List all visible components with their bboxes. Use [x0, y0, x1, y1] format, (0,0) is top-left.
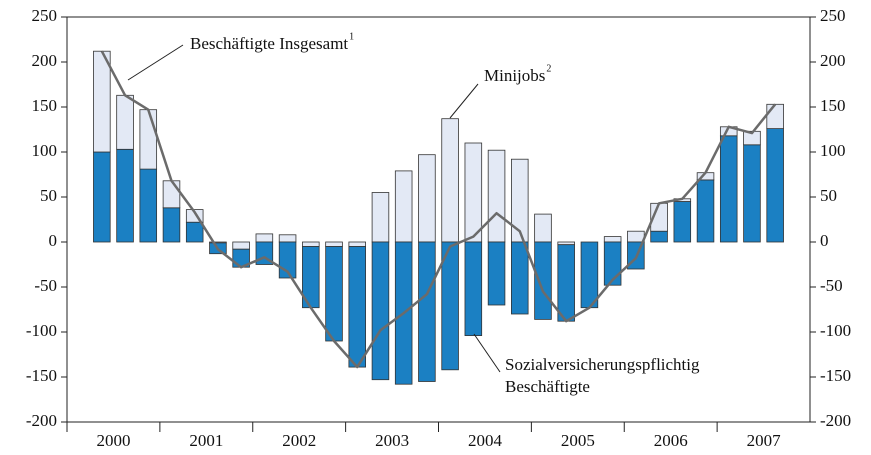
bar — [534, 241, 552, 320]
y2-tick-label: 100 — [820, 141, 846, 160]
bar — [650, 230, 668, 243]
y-tick-label: 250 — [32, 6, 58, 25]
bar — [348, 246, 366, 368]
leader-line — [473, 333, 501, 373]
y-tick-label: 0 — [49, 231, 58, 250]
bar — [418, 241, 436, 382]
bar — [743, 144, 761, 243]
total-line — [100, 50, 777, 369]
y-tick-label: 100 — [32, 141, 58, 160]
bar — [580, 241, 599, 309]
y-tick-label: 150 — [32, 96, 58, 115]
bar — [371, 192, 390, 243]
bar — [719, 135, 738, 243]
annotation: Beschäftigte — [505, 377, 590, 396]
bar — [255, 233, 274, 243]
annotation-sup: 2 — [546, 63, 551, 74]
leader-line — [449, 83, 479, 119]
bar — [441, 241, 459, 371]
y-tick-label: 200 — [32, 51, 58, 70]
bar — [348, 241, 366, 247]
bar — [534, 213, 552, 243]
bar — [302, 241, 320, 247]
bar — [325, 246, 343, 342]
bar — [278, 234, 297, 243]
bar — [441, 118, 459, 243]
y-tick-label: -100 — [26, 321, 57, 340]
bar — [418, 154, 436, 243]
x-tick-label: 2005 — [561, 431, 595, 450]
bar — [93, 50, 111, 153]
bar — [766, 128, 784, 243]
bar — [116, 94, 134, 150]
bar — [394, 170, 413, 243]
x-tick-label: 2007 — [747, 431, 782, 450]
bar — [603, 236, 622, 243]
bar — [93, 151, 111, 243]
bar — [627, 230, 645, 243]
bar — [185, 221, 204, 243]
x-tick-label: 2003 — [375, 431, 409, 450]
bar — [511, 158, 529, 243]
annotation: Beschäftigte Insgesamt — [190, 34, 348, 53]
bar — [464, 241, 483, 336]
annotation: Minijobs — [484, 66, 545, 85]
bar — [139, 168, 158, 243]
bar — [371, 241, 390, 381]
y-tick-label: -50 — [34, 276, 57, 295]
bar — [139, 109, 158, 170]
bar — [696, 179, 715, 243]
bar — [557, 241, 575, 246]
y2-tick-label: 250 — [820, 6, 846, 25]
bar — [232, 241, 250, 250]
bar — [673, 201, 692, 243]
y2-tick-label: -150 — [820, 366, 851, 385]
y2-tick-label: 0 — [820, 231, 829, 250]
y2-tick-label: 150 — [820, 96, 846, 115]
y2-tick-label: -200 — [820, 411, 851, 430]
y-tick-label: -150 — [26, 366, 57, 385]
bar — [325, 241, 343, 247]
bar — [162, 180, 181, 209]
x-tick-label: 2000 — [96, 431, 130, 450]
x-tick-label: 2004 — [468, 431, 503, 450]
y-tick-label: -200 — [26, 411, 57, 430]
y2-tick-label: 200 — [820, 51, 846, 70]
bar — [116, 148, 134, 243]
y2-tick-label: -100 — [820, 321, 851, 340]
bar — [487, 149, 506, 243]
x-tick-label: 2001 — [189, 431, 223, 450]
bar — [557, 244, 575, 322]
bar — [162, 207, 181, 243]
annotation: Sozialversicherungspflichtig — [505, 355, 700, 374]
y2-tick-label: -50 — [820, 276, 843, 295]
x-tick-label: 2006 — [654, 431, 688, 450]
bar — [511, 241, 529, 315]
bar — [766, 103, 784, 130]
y2-tick-label: 50 — [820, 186, 837, 205]
leader-line — [127, 44, 184, 81]
bar — [464, 142, 483, 243]
x-tick-label: 2002 — [282, 431, 316, 450]
bar — [487, 241, 506, 306]
y-tick-label: 50 — [40, 186, 57, 205]
annotation-sup: 1 — [349, 31, 354, 42]
